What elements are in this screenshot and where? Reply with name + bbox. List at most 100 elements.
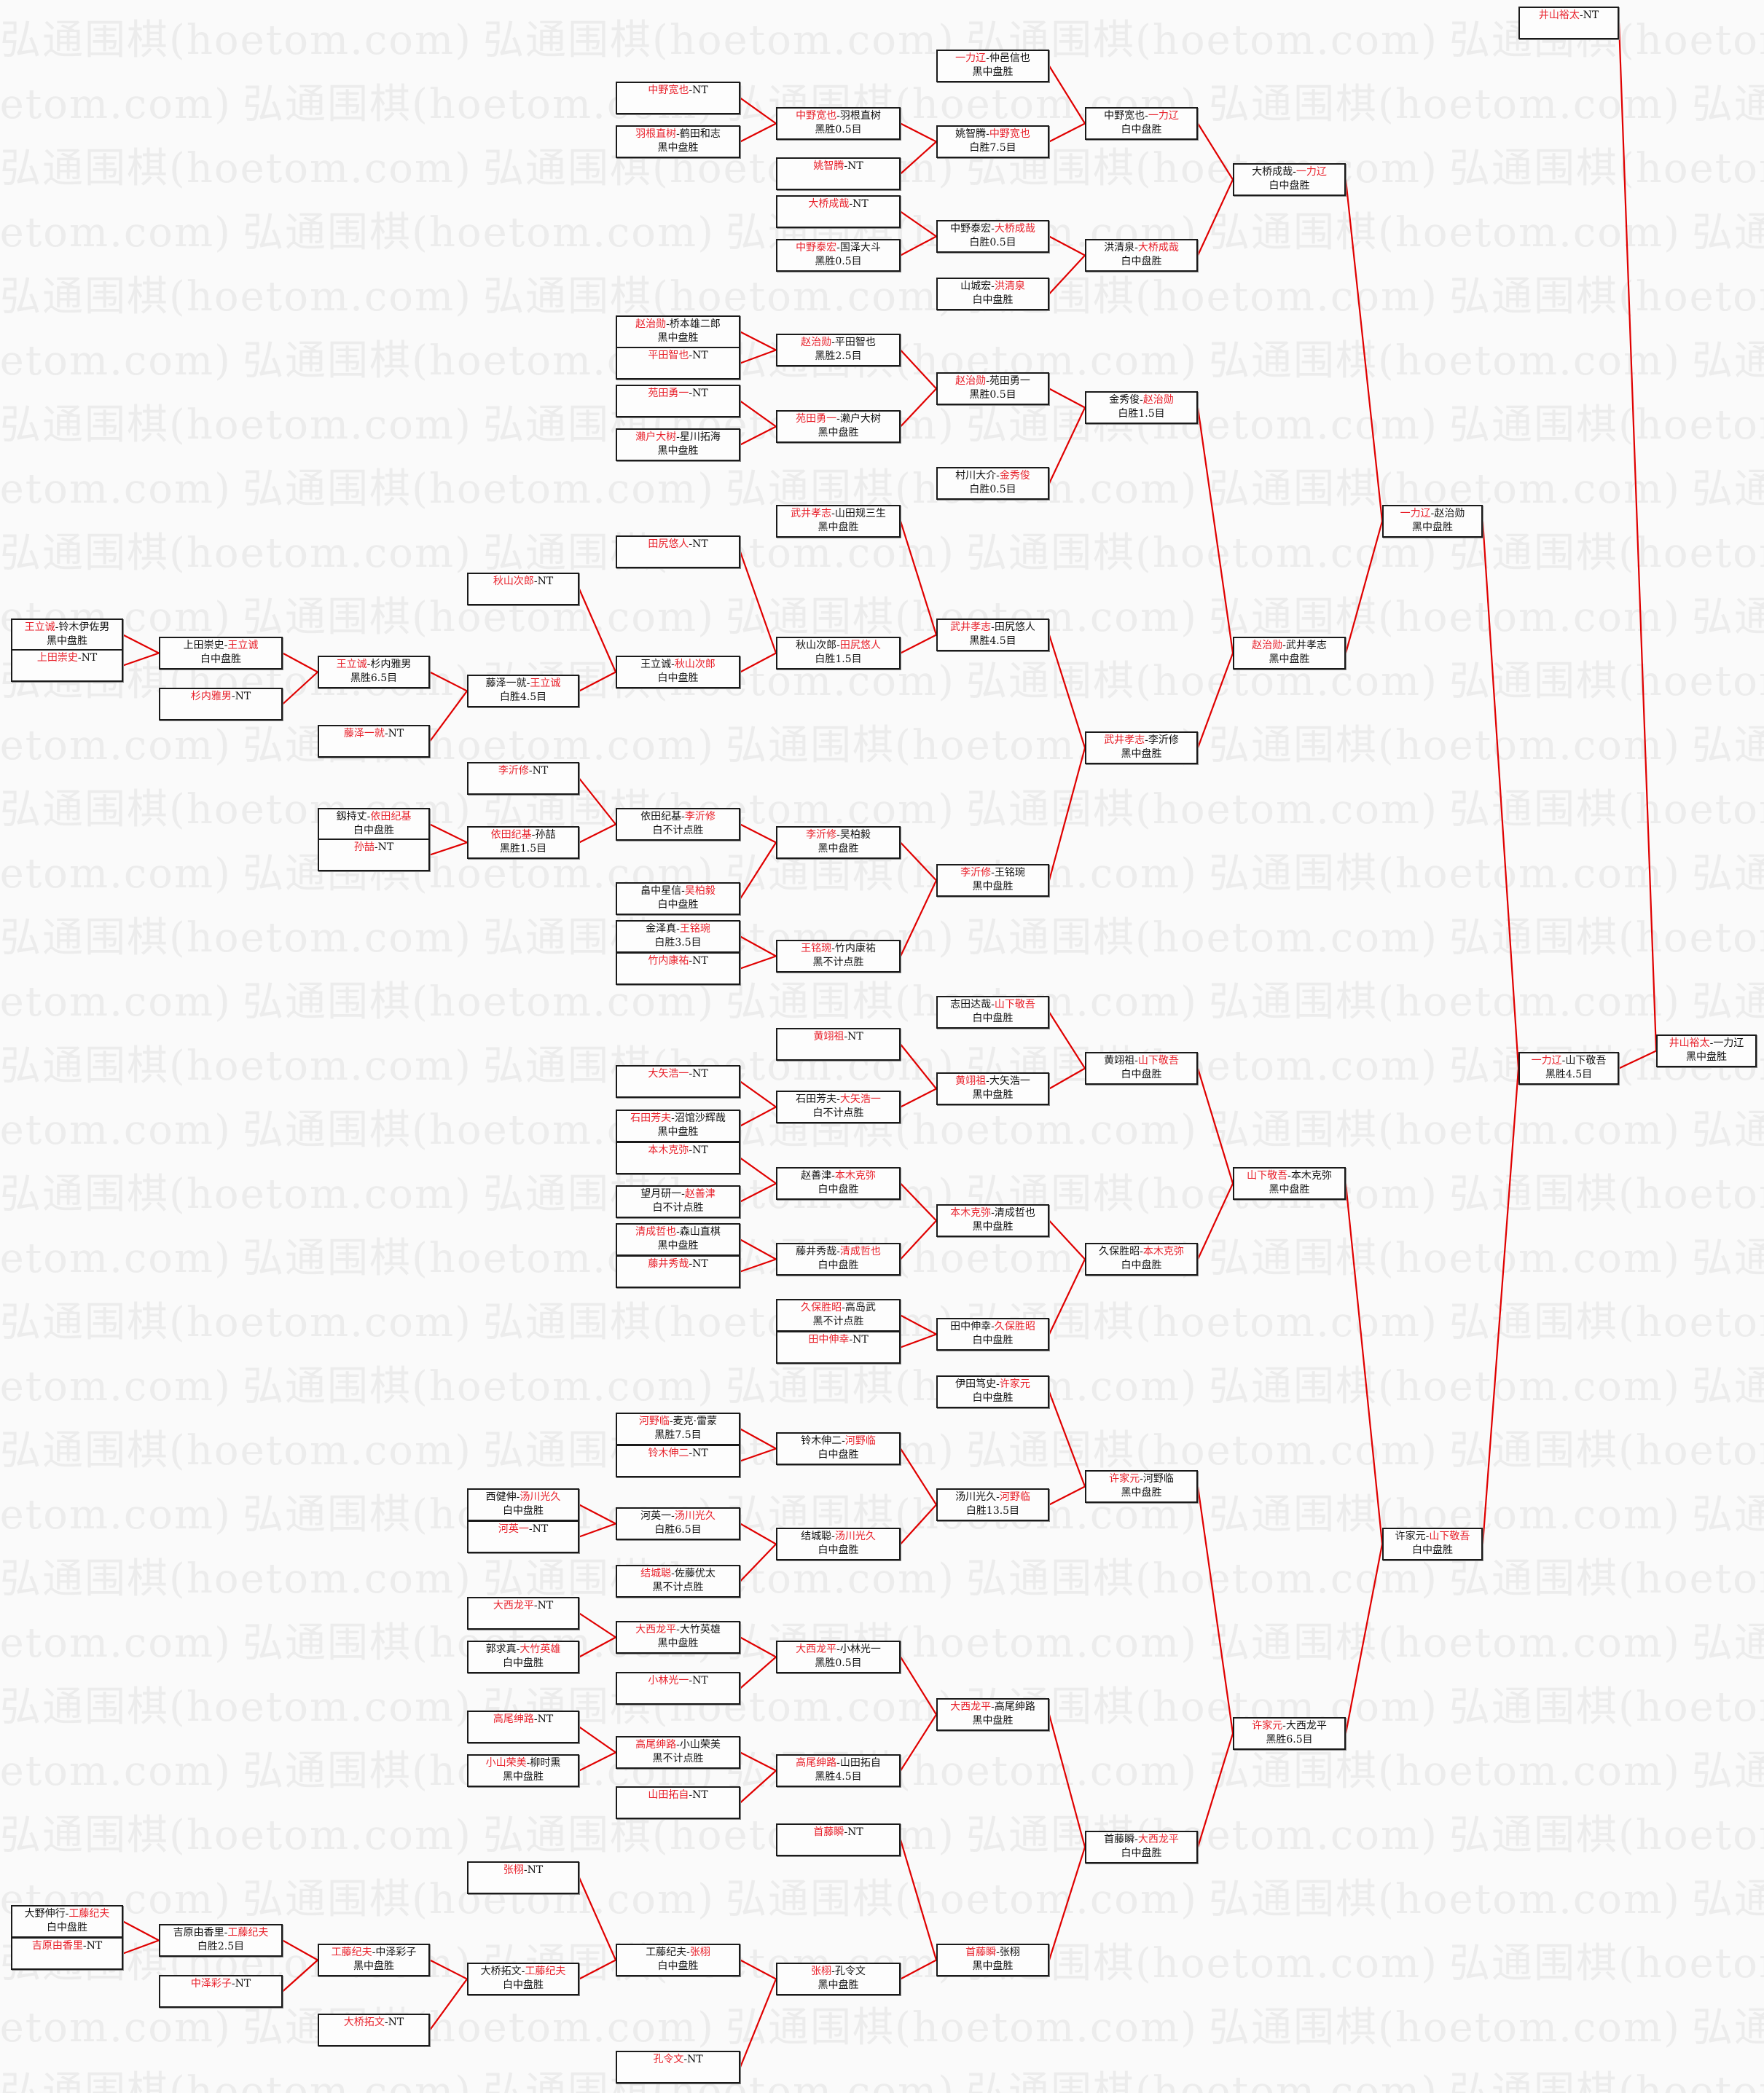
match-box[interactable]: 畠中星信-吴柏毅 白中盘胜 [616, 882, 740, 915]
match-box[interactable]: 中野泰宏-国泽大斗 黑胜0.5目 [776, 239, 901, 272]
bye-box[interactable]: 大桥拓文-NT [318, 2014, 430, 2046]
match-box[interactable]: 河英一-汤川光久 白胜6.5目 [616, 1507, 740, 1540]
match-box[interactable]: 一力辽-赵治勋 黑中盘胜 [1382, 505, 1483, 538]
bye-box[interactable]: 田尻悠人-NT [616, 535, 740, 568]
match-box[interactable]: 高尾绅路-小山荣美 黑不计点胜 [616, 1736, 740, 1769]
match-box[interactable]: 许家元-山下敬吾 白中盘胜 [1382, 1528, 1483, 1560]
match-box[interactable]: 清成哲也-森山直棋 黑中盘胜 [616, 1223, 740, 1256]
match-box[interactable]: 王立诚-铃木伊佐男 黑中盘胜 [11, 619, 123, 651]
match-box[interactable]: 山城宏-洪清泉 白中盘胜 [936, 278, 1049, 310]
match-box[interactable]: 本木克弥-清成哲也 黑中盘胜 [936, 1204, 1049, 1237]
match-box[interactable]: 藤井秀哉-清成哲也 白中盘胜 [776, 1243, 901, 1276]
bye-box[interactable]: 孔令文-NT [616, 2051, 740, 2084]
match-box[interactable]: 大野伸行-工藤纪夫 白中盘胜 [11, 1905, 123, 1938]
match-box[interactable]: 首藤瞬-大西龙平 白中盘胜 [1085, 1831, 1198, 1864]
match-box[interactable]: 山下敬吾-本木克弥 黑中盘胜 [1233, 1167, 1346, 1200]
bye-box[interactable]: 藤泽一就-NT [318, 725, 430, 758]
bye-box[interactable]: 孙喆-NT [318, 839, 430, 871]
match-box[interactable]: 黄翊祖-山下敬吾 白中盘胜 [1085, 1052, 1198, 1085]
match-box[interactable]: 上田崇史-王立诚 白中盘胜 [159, 637, 283, 669]
match-box[interactable]: 姚智腾-中野宽也 白胜7.5目 [936, 125, 1049, 158]
match-box[interactable]: 村川大介-金秀俊 白胜0.5目 [936, 467, 1049, 500]
bye-box[interactable]: 黄翊祖-NT [776, 1028, 901, 1061]
match-box[interactable]: 结城聪-汤川光久 白中盘胜 [776, 1528, 901, 1560]
bye-box[interactable]: 上田崇史-NT [11, 649, 123, 682]
match-box[interactable]: 一力辽-山下敬吾 黑胜4.5目 [1518, 1052, 1619, 1085]
match-box[interactable]: 苑田勇一-濑户大树 黑中盘胜 [776, 410, 901, 443]
match-box[interactable]: 武井孝志-山田规三生 黑中盘胜 [776, 505, 901, 538]
match-box[interactable]: 首藤瞬-张栩 黑中盘胜 [936, 1944, 1049, 1976]
match-box[interactable]: 黄翊祖-大矢浩一 黑中盘胜 [936, 1072, 1049, 1105]
match-box[interactable]: 武井孝志-田尻悠人 黑胜4.5目 [936, 619, 1049, 651]
match-box[interactable]: 大西龙平-大竹英雄 黑中盘胜 [616, 1621, 740, 1654]
match-box[interactable]: 赵善津-本木克弥 白中盘胜 [776, 1167, 901, 1200]
match-box[interactable]: 望月研一-赵善津 白不计点胜 [616, 1185, 740, 1218]
match-box[interactable]: 濑户大树-星川拓海 黑中盘胜 [616, 428, 740, 461]
match-box[interactable]: 金泽真-王铭琬 白胜3.5目 [616, 920, 740, 953]
bye-box[interactable]: 田中伸幸-NT [776, 1331, 901, 1364]
match-box[interactable]: 大西龙平-小林光一 黑胜0.5目 [776, 1641, 901, 1673]
match-box[interactable]: 久保胜昭-本木克弥 白中盘胜 [1085, 1243, 1198, 1276]
match-box[interactable]: 中野宽也-羽根直树 黑胜0.5目 [776, 107, 901, 140]
bye-box[interactable]: 竹内康祐-NT [616, 952, 740, 985]
match-box[interactable]: 大桥成哉-一力辽 白中盘胜 [1233, 163, 1346, 196]
bye-box[interactable]: 小林光一-NT [616, 1672, 740, 1705]
bye-box[interactable]: 平田智也-NT [616, 347, 740, 380]
bye-box[interactable]: 高尾绅路-NT [467, 1711, 579, 1743]
match-box[interactable]: 赵治勋-桥本雄二郎 黑中盘胜 [616, 315, 740, 348]
match-box[interactable]: 郭求真-大竹英雄 白中盘胜 [467, 1641, 579, 1673]
match-box[interactable]: 许家元-河野临 黑中盘胜 [1085, 1470, 1198, 1503]
bye-box[interactable]: 大矢浩一-NT [616, 1065, 740, 1098]
match-box[interactable]: 铃木伸二-河野临 白中盘胜 [776, 1432, 901, 1465]
match-box[interactable]: 武井孝志-李沂修 黑中盘胜 [1085, 731, 1198, 764]
match-box[interactable]: 一力辽-仲邑信也 黑中盘胜 [936, 50, 1049, 82]
bye-box[interactable]: 河英一-NT [467, 1520, 579, 1553]
match-box[interactable]: 依田纪基-李沂修 白不计点胜 [616, 808, 740, 841]
match-box[interactable]: 高尾绅路-山田拓自 黑胜4.5目 [776, 1754, 901, 1787]
match-box[interactable]: 中野宽也-一力辽 白中盘胜 [1085, 107, 1198, 140]
match-box[interactable]: 伊田笃史-许家元 白中盘胜 [936, 1375, 1049, 1408]
match-box[interactable]: 金秀俊-赵治勋 白胜1.5目 [1085, 391, 1198, 424]
match-box[interactable]: 小山荣美-柳时熏 黑中盘胜 [467, 1754, 579, 1787]
match-box[interactable]: 石田芳夫-大矢浩一 白不计点胜 [776, 1091, 901, 1123]
match-box[interactable]: 结城聪-佐藤优太 黑不计点胜 [616, 1565, 740, 1598]
bye-box[interactable]: 杉内雅男-NT [159, 688, 283, 720]
bye-box[interactable]: 吉原由香里-NT [11, 1937, 123, 1970]
bye-box[interactable]: 李沂修-NT [467, 762, 579, 795]
bye-box[interactable]: 秋山次郎-NT [467, 573, 579, 605]
match-box[interactable]: 赵治勋-苑田勇一 黑胜0.5目 [936, 372, 1049, 405]
match-box[interactable]: 大桥拓文-工藤纪夫 白中盘胜 [467, 1963, 579, 1995]
match-box[interactable]: 工藤纪夫-中泽彩子 黑中盘胜 [318, 1944, 430, 1976]
match-box[interactable]: 工藤纪夫-张栩 白中盘胜 [616, 1944, 740, 1976]
bye-box[interactable]: 苑田勇一-NT [616, 385, 740, 417]
match-box[interactable]: 许家元-大西龙平 黑胜6.5目 [1233, 1717, 1346, 1750]
match-box[interactable]: 赵治勋-武井孝志 黑中盘胜 [1233, 637, 1346, 669]
match-box[interactable]: 王立诚-秋山次郎 白中盘胜 [616, 656, 740, 688]
match-box[interactable]: 志田达哉-山下敬吾 白中盘胜 [936, 996, 1049, 1029]
bye-box[interactable]: 中泽彩子-NT [159, 1975, 283, 2008]
match-box[interactable]: 釼持丈-依田纪基 白中盘胜 [318, 808, 430, 841]
match-box[interactable]: 羽根直树-鹤田和志 黑中盘胜 [616, 125, 740, 158]
bye-box[interactable]: 山田拓自-NT [616, 1786, 740, 1819]
bye-box[interactable]: 大桥成哉-NT [776, 195, 901, 228]
match-box[interactable]: 王立诚-杉内雅男 黑胜6.5目 [318, 656, 430, 688]
bye-box[interactable]: 铃木伸二-NT [616, 1445, 740, 1477]
bye-box[interactable]: 中野宽也-NT [616, 82, 740, 114]
match-box[interactable]: 李沂修-王铭琬 黑中盘胜 [936, 864, 1049, 897]
bye-box[interactable]: 本木克弥-NT [616, 1142, 740, 1174]
match-box[interactable]: 李沂修-吴柏毅 黑中盘胜 [776, 826, 901, 859]
match-box[interactable]: 大西龙平-高尾绅路 黑中盘胜 [936, 1698, 1049, 1731]
bye-box[interactable]: 藤井秀哉-NT [616, 1255, 740, 1288]
match-box[interactable]: 汤川光久-河野临 白胜13.5目 [936, 1488, 1049, 1521]
bye-box[interactable]: 井山裕太-NT [1518, 7, 1619, 39]
match-box[interactable]: 王铭琬-竹内康祐 黑不计点胜 [776, 940, 901, 973]
bye-box[interactable]: 大西龙平-NT [467, 1597, 579, 1630]
match-box[interactable]: 吉原由香里-工藤纪夫 白胜2.5目 [159, 1924, 283, 1957]
match-box[interactable]: 久保胜昭-高岛武 黑不计点胜 [776, 1299, 901, 1332]
match-box[interactable]: 洪清泉-大桥成哉 白中盘胜 [1085, 239, 1198, 272]
match-box[interactable]: 赵治勋-平田智也 黑胜2.5目 [776, 334, 901, 366]
match-box[interactable]: 西健伸-汤川光久 白中盘胜 [467, 1488, 579, 1521]
match-box[interactable]: 中野泰宏-大桥成哉 白胜0.5目 [936, 220, 1049, 253]
bye-box[interactable]: 张栩-NT [467, 1861, 579, 1894]
match-box[interactable]: 石田芳夫-沼馆沙辉哉 黑中盘胜 [616, 1110, 740, 1142]
